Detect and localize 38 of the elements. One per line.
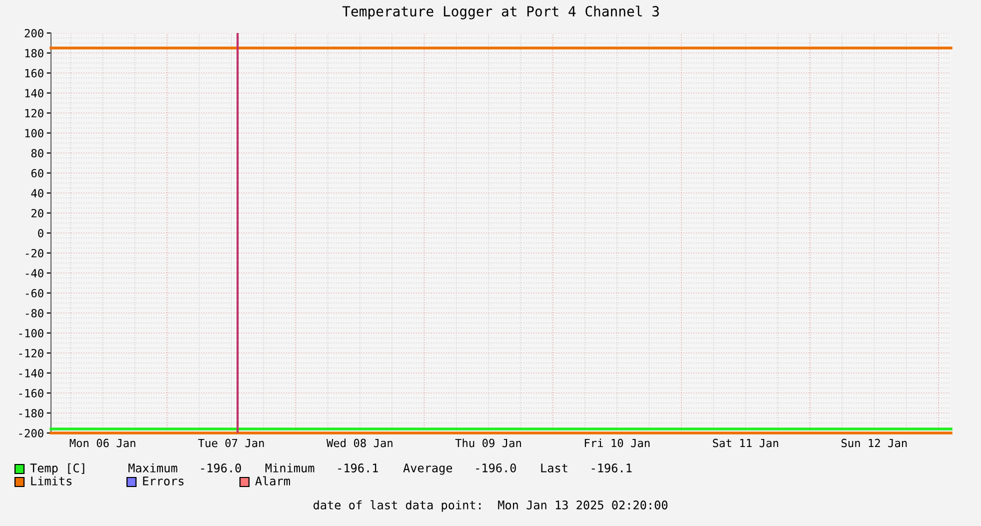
- y-tick-label: -20: [26, 249, 44, 258]
- y-tick-label: -120: [19, 349, 44, 358]
- y-tick-label: -200: [19, 429, 44, 438]
- chart-title: Temperature Logger at Port 4 Channel 3: [342, 6, 659, 20]
- text: date of last data point: Mon Jan 13 2025 02:20:00: [314, 500, 668, 512]
- legend-label: Temp [C]: [30, 463, 84, 475]
- y-tick-label: 200: [24, 29, 44, 38]
- y-tick-label: 60: [31, 169, 44, 178]
- x-tick-label: Sat 11 Jan: [712, 438, 778, 448]
- y-tick-label: 140: [25, 89, 44, 98]
- y-tick-label: 20: [32, 209, 44, 218]
- y-tick-label: -80: [26, 309, 44, 318]
- x-tick-label: Tue 07 Jan: [198, 438, 264, 448]
- legend-label: Errors: [143, 476, 184, 486]
- y-tick-label: 80: [31, 149, 44, 158]
- y-tick-label: 160: [25, 69, 44, 78]
- x-tick-label: Wed 08 Jan: [326, 438, 392, 448]
- x-tick-label: Thu 09 Jan: [455, 438, 521, 448]
- text: Last -196.1: [541, 464, 632, 472]
- y-tick-label: 40: [31, 189, 44, 198]
- text: Maximum -196.0: [128, 463, 241, 472]
- y-tick-label: -140: [19, 369, 44, 378]
- y-tick-label: 100: [25, 129, 44, 138]
- y-tick-label: 180: [25, 49, 44, 58]
- x-tick-label: Sun 12 Jan: [842, 438, 907, 448]
- legend-label: Alarm: [255, 476, 290, 486]
- text: Average -196.0: [403, 463, 516, 475]
- legend-label: Limits: [31, 476, 72, 486]
- y-tick-label: -160: [19, 389, 44, 398]
- y-tick-label: 0: [38, 229, 44, 238]
- y-tick-label: -100: [19, 329, 44, 338]
- y-tick-label: 120: [25, 109, 44, 118]
- y-tick-label: -60: [26, 289, 44, 298]
- y-tick-label: -180: [19, 409, 44, 418]
- y-tick-label: -40: [26, 269, 44, 278]
- text: Minimum -196.1: [265, 463, 378, 472]
- x-tick-label: Mon 06 Jan: [70, 438, 136, 448]
- x-tick-label: Fri 10 Jan: [584, 438, 650, 448]
